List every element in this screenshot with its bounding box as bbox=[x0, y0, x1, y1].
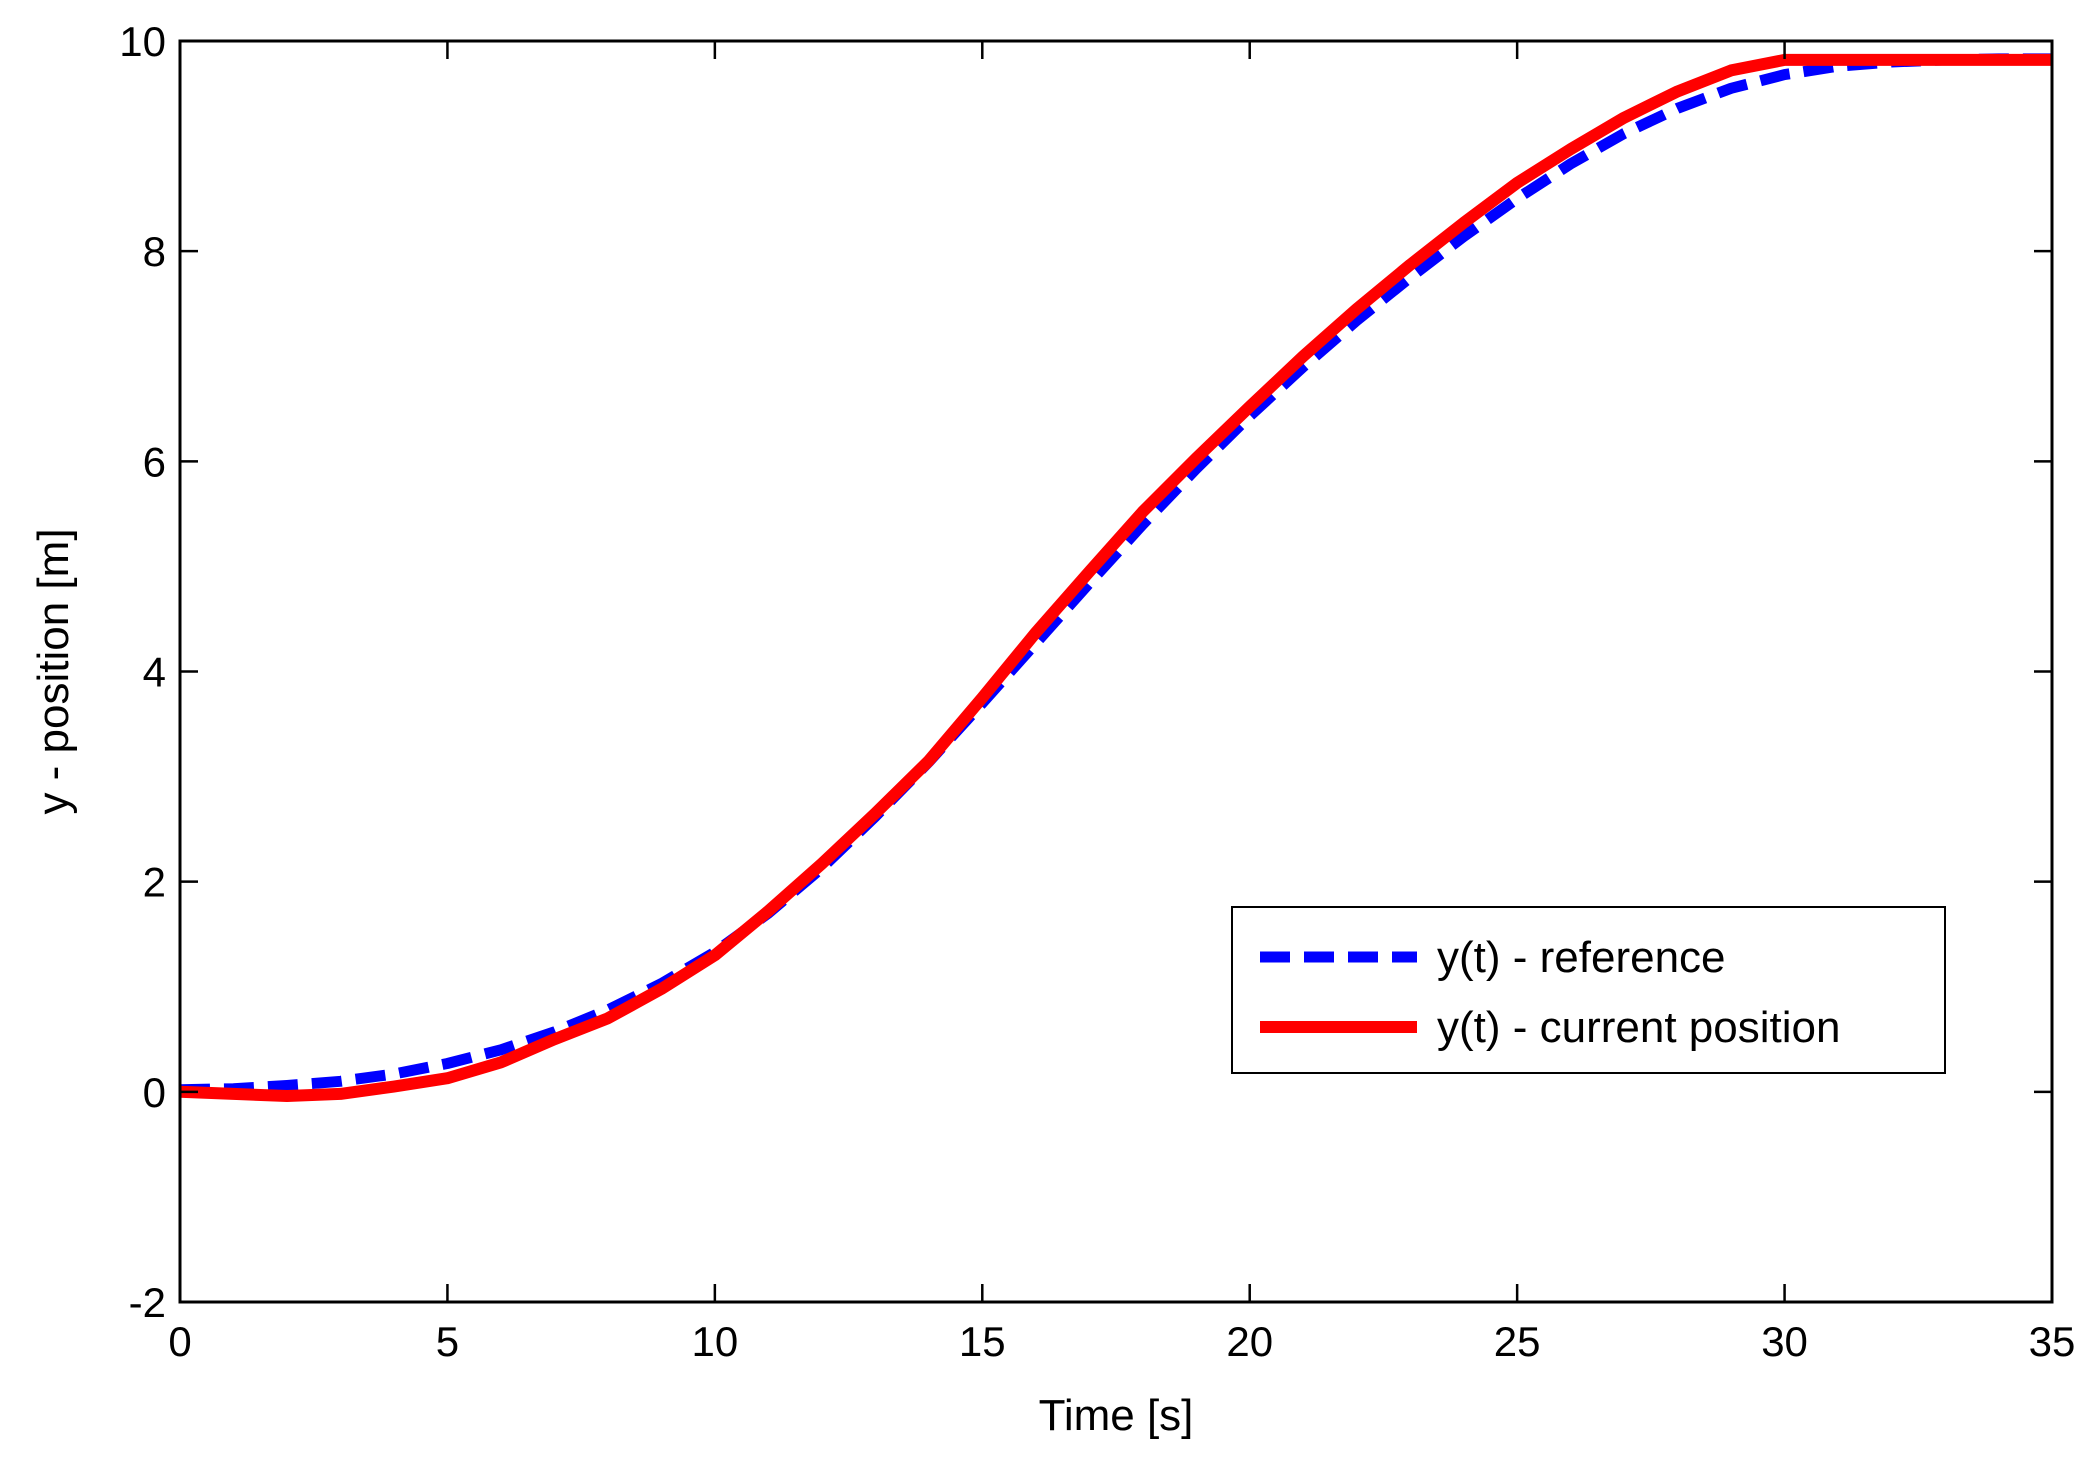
x-tick-label: 30 bbox=[1761, 1318, 1808, 1365]
series-line-reference bbox=[179, 53, 2052, 1096]
y-tick-label: 4 bbox=[143, 649, 166, 696]
x-axis-label: Time [s] bbox=[1039, 1391, 1194, 1440]
y-tick-label: 2 bbox=[143, 859, 166, 906]
plot-background bbox=[180, 41, 2052, 1302]
y-tick-label: 6 bbox=[143, 438, 166, 485]
series-line-current-position bbox=[179, 53, 2052, 1102]
x-tick-label: 35 bbox=[2029, 1318, 2076, 1365]
x-tick-label: 15 bbox=[959, 1318, 1006, 1365]
y-axis-label: y - position [m] bbox=[29, 528, 78, 814]
x-tick-label: 5 bbox=[436, 1318, 459, 1365]
legend-box bbox=[1231, 906, 1946, 1074]
x-tick-label: 20 bbox=[1226, 1318, 1273, 1365]
x-tick-label: 10 bbox=[691, 1318, 738, 1365]
y-tick-label: 8 bbox=[143, 228, 166, 275]
y-tick-label: 10 bbox=[119, 18, 166, 65]
x-tick-label: 0 bbox=[168, 1318, 191, 1365]
y-tick-label: 0 bbox=[143, 1069, 166, 1116]
legend: y(t) - reference y(t) - current position bbox=[1231, 906, 1946, 1074]
legend-label-reference: y(t) - reference bbox=[1437, 933, 1726, 982]
x-tick-label: 25 bbox=[1494, 1318, 1541, 1365]
series-layer bbox=[179, 53, 2052, 1102]
plot-area bbox=[180, 41, 2052, 1302]
legend-label-current-position: y(t) - current position bbox=[1437, 1003, 1840, 1052]
y-tick-label: -2 bbox=[129, 1279, 166, 1326]
